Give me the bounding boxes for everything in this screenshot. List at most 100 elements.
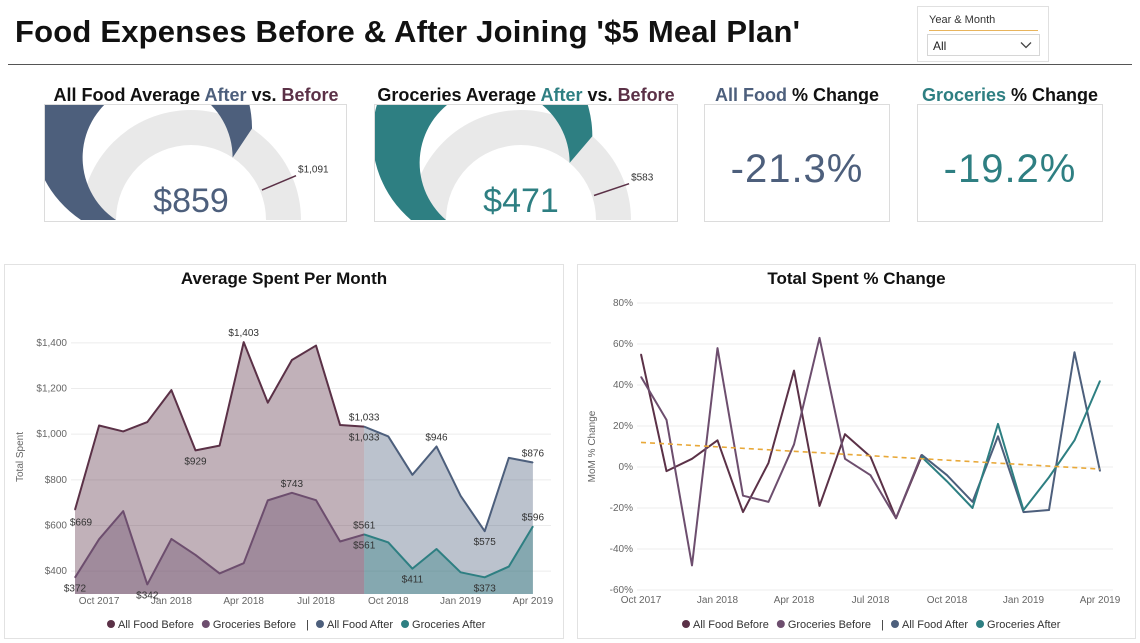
all-food-before-point	[691, 458, 693, 460]
all-food-before-point	[767, 462, 770, 464]
chevron-down-icon[interactable]	[1019, 38, 1033, 52]
groceries-after-area	[364, 526, 533, 594]
all-food-after-point	[1073, 351, 1076, 353]
legend-label: Groceries After	[412, 619, 486, 631]
legend-marker	[776, 620, 785, 628]
groceries-before-point	[742, 495, 744, 497]
all-food-gauge: $1,091 $859	[32, 18, 329, 220]
x-tick-label: Oct 2017	[621, 595, 662, 606]
groceries-before-point	[146, 583, 148, 586]
groceries-after-point	[997, 423, 999, 425]
all-food-before-point	[742, 511, 744, 513]
all-food-before-point	[146, 421, 148, 423]
all-food-before-point	[818, 505, 821, 507]
all-food-after-point	[1048, 509, 1050, 511]
x-tick-label: Jul 2018	[852, 595, 890, 606]
groceries-before-point	[122, 510, 124, 512]
all-food-before-point	[122, 430, 124, 433]
groceries-after-point	[1073, 439, 1076, 441]
legend-label: All Food After	[327, 619, 393, 631]
dashboard-title: Food Expenses Before & After Joining '$5…	[15, 14, 801, 49]
data-label: $411	[402, 575, 424, 586]
groceries-after-point	[1022, 509, 1025, 511]
all-food-after-point	[971, 501, 974, 503]
data-label: $561	[353, 520, 376, 531]
groceries-before-point	[170, 538, 172, 540]
y-tick-label: -40%	[610, 544, 633, 555]
all-food-after-point	[363, 426, 365, 428]
groceries-after-point	[920, 456, 923, 458]
all-food-before-point	[98, 424, 100, 427]
groceries-after-point	[435, 548, 438, 550]
x-tick-label: Oct 2017	[79, 596, 120, 607]
groceries-gauge-value: $471	[483, 182, 559, 220]
data-label: $743	[281, 479, 304, 490]
all-food-average-title: All Food Average After vs. Before	[53, 85, 339, 105]
y-tick-label: $600	[45, 521, 68, 532]
all-food-gauge-target-marker	[261, 174, 297, 191]
groceries-before-point	[895, 517, 897, 519]
total-spent-change-chart-title: Total Spent % Change	[767, 269, 946, 288]
data-label: $1,033	[349, 433, 380, 444]
groceries-before-point	[844, 458, 846, 460]
x-tick-label: Apr 2018	[223, 596, 264, 607]
groceries-after-point	[484, 576, 486, 578]
total-spent-change-chart: -60% -40% -20% 0% 20% 40% 60% 80% Oct 2017 Jan 20…	[587, 298, 1121, 631]
all-food-after-point	[946, 474, 948, 476]
legend-separator: |	[881, 619, 884, 631]
groceries-before-point	[219, 572, 221, 575]
groceries-gauge-target-label: $583	[631, 173, 654, 184]
x-tick-label: Jan 2018	[151, 596, 193, 607]
x-tick-label: Apr 2019	[513, 596, 554, 607]
groceries-after-point	[363, 533, 365, 536]
all-food-before-point	[665, 470, 668, 472]
groceries-before-point	[98, 538, 100, 540]
groceries-after-point	[1099, 380, 1101, 382]
year-month-slicer: Year & Month All	[917, 6, 1049, 62]
data-label: $1,403	[228, 328, 259, 339]
legend-marker	[401, 620, 410, 628]
all-food-before-point	[844, 433, 846, 435]
legend-marker	[201, 620, 210, 628]
all-food-after-point	[532, 461, 534, 464]
legend-marker	[682, 620, 690, 628]
legend-marker	[976, 620, 985, 628]
average-spent-chart-title: Average Spent Per Month	[180, 269, 388, 288]
y-tick-label: $1,000	[36, 429, 67, 440]
groceries-after-point	[460, 571, 462, 573]
data-label: $929	[184, 456, 207, 467]
all-food-after-point	[997, 435, 999, 437]
x-tick-label: Jan 2019	[440, 596, 482, 607]
all-food-before-point	[243, 341, 245, 343]
legend-marker	[315, 620, 324, 628]
all-food-change-title: All Food % Change	[715, 85, 879, 105]
groceries-before-point	[74, 576, 76, 579]
all-food-before-point	[219, 444, 221, 447]
groceries-before-point	[291, 492, 293, 494]
data-label: $596	[522, 512, 545, 523]
all-food-before-point	[194, 449, 197, 451]
data-label: $1,033	[349, 413, 380, 424]
data-label: $946	[425, 432, 448, 443]
groceries-after-point	[971, 507, 974, 509]
groceries-after-point	[387, 541, 389, 543]
groceries-before-area	[75, 492, 365, 594]
y-axis-title: MoM % Change	[587, 410, 598, 482]
average-spent-chart-panel: Average Spent Per Month $400 $600 $800 $1,0…	[4, 264, 564, 639]
legend-separator: |	[306, 619, 309, 631]
data-label: $669	[70, 518, 93, 529]
all-food-change-value: -21.3%	[730, 147, 864, 191]
y-tick-label: $400	[45, 566, 68, 577]
legend-label: Groceries After	[987, 619, 1061, 631]
y-tick-label: $1,200	[36, 384, 67, 395]
all-food-before-line	[640, 354, 923, 520]
all-food-after-line	[363, 425, 534, 533]
all-food-before-point	[170, 389, 172, 391]
all-food-after-point	[508, 457, 510, 459]
x-tick-label: Oct 2018	[368, 596, 409, 607]
legend-label: All Food Before	[693, 619, 769, 631]
year-month-dropdown[interactable]: All	[927, 34, 1040, 56]
y-tick-label: $1,400	[36, 338, 67, 349]
legend-label: Groceries Before	[788, 619, 871, 631]
groceries-before-point	[818, 337, 821, 339]
